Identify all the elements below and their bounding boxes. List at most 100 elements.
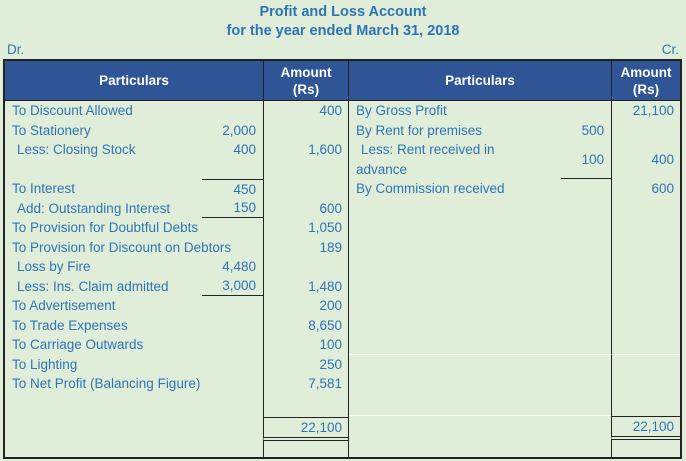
total-amount-value: 22,100 [300, 419, 342, 435]
row-amount: 400 [611, 140, 680, 179]
row-amount: 600 [611, 179, 680, 199]
row-label: To Lighting [12, 356, 78, 372]
particulars-cell: To Net Profit (Balancing Figure) [5, 374, 263, 394]
debit-row: Less: Ins. Claim admitted 3,000 1,480 [5, 276, 348, 296]
row-label: To Carriage Outwards [12, 337, 144, 352]
debit-row: To Interest 450 [5, 179, 348, 199]
row-label: Loss by Fire [17, 259, 91, 274]
particulars-cell: By Commission received [349, 179, 611, 199]
particulars-cell: To Provision for Discount on Debtors [5, 238, 263, 258]
debit-row: To Net Profit (Balancing Figure) 7,581 [5, 374, 348, 394]
row-label: By Gross Profit [356, 103, 447, 118]
row-amount [611, 354, 680, 416]
row-amount: 1,480 [263, 276, 348, 296]
total-amount: 22,100 [611, 415, 680, 440]
particulars-cell: Add: Outstanding Interest 150 [5, 199, 263, 218]
row-amount: 250 [263, 354, 348, 374]
row-amount [263, 393, 348, 417]
particulars-cell [5, 160, 263, 180]
row-amount [263, 179, 348, 199]
row-amount [611, 198, 680, 355]
debit-blank-row [5, 393, 348, 417]
particulars-cell [349, 355, 612, 416]
particulars-cell: To Advertisement [5, 296, 263, 316]
particulars-cell: Loss by Fire 4,480 [5, 257, 263, 277]
particulars-cell: To Lighting [5, 355, 263, 375]
row-label: To Discount Allowed [12, 103, 133, 118]
particulars-cell: Less: Ins. Claim admitted 3,000 [5, 277, 263, 296]
row-sub-amount: 4,480 [222, 259, 256, 275]
debit-row: To Trade Expenses 8,650 [5, 315, 348, 336]
debit-row: To Carriage Outwards 100 [5, 335, 348, 355]
table-body: To Discount Allowed 400 To Stationery 2,000… [5, 101, 680, 457]
dr-cr-row: Dr. Cr. [0, 41, 686, 58]
particulars-cell: Less: Rent received in advance 100 [349, 140, 612, 179]
row-sub-amount: 400 [233, 142, 256, 158]
row-label: To Net Profit (Balancing Figure) [12, 376, 201, 391]
row-amount [263, 159, 348, 179]
debit-row: Less: Closing Stock 400 1,600 [5, 140, 348, 160]
row-label: To Trade Expenses [12, 317, 128, 333]
debit-row [5, 159, 348, 180]
row-label: Less: Ins. Claim admitted [17, 278, 169, 294]
particulars-cell: Less: Closing Stock 400 [5, 140, 263, 160]
row-label: To Stationery [12, 122, 91, 138]
row-label: To Provision for Doubtful Debts [12, 220, 199, 235]
header-amount-credit: Amount (Rs) [611, 61, 680, 100]
row-sub-amount: 3,000 [202, 277, 263, 296]
row-amount [263, 120, 348, 140]
row-label: Less: Closing Stock [17, 142, 136, 157]
row-amount: 200 [263, 296, 348, 316]
row-sub-amount: 450 [202, 179, 263, 199]
cr-label: Cr. [661, 42, 679, 57]
debit-row: To Provision for Doubtful Debts 1,050 [5, 218, 348, 238]
particulars-cell: To Discount Allowed [5, 101, 263, 121]
row-label: By Rent for premises [356, 122, 483, 138]
report-subtitle: for the year ended March 31, 2018 [226, 23, 460, 39]
row-sub-amount: 2,000 [222, 122, 256, 138]
particulars-cell: By Gross Profit [349, 101, 611, 121]
header-particulars-credit: Particulars [348, 61, 611, 100]
particulars-cell: To Trade Expenses [5, 316, 263, 336]
row-amount: 400 [263, 101, 348, 121]
debit-row: To Advertisement 200 [5, 296, 348, 316]
particulars-cell [5, 394, 263, 417]
header-amount-debit: Amount (Rs) [263, 61, 348, 100]
row-amount: 8,650 [263, 315, 348, 335]
particulars-cell [5, 441, 263, 457]
row-label: By Commission received [356, 181, 505, 196]
row-label: To Provision for Discount on Debtors [12, 239, 232, 255]
total-amount: 22,100 [263, 416, 348, 441]
row-amount: 1,600 [263, 140, 348, 160]
row-sub-amount: 500 [581, 122, 605, 138]
particulars-cell: To Stationery 2,000 [5, 121, 263, 141]
credit-blank-row [349, 354, 680, 416]
header-particulars-debit: Particulars [99, 73, 169, 88]
credit-side: By Gross Profit 21,100 By Rent for premise… [348, 101, 680, 457]
particulars-cell: By Rent for premises 500 [349, 121, 611, 141]
table-header: Particulars Amount (Rs) Particulars Amou… [5, 61, 680, 101]
row-amount: 7,581 [263, 374, 348, 394]
row-label: To Advertisement [12, 298, 116, 313]
row-amount: 100 [263, 335, 348, 355]
row-amount [611, 120, 680, 140]
debit-row: To Stationery 2,000 [5, 120, 348, 141]
credit-row: Less: Rent received in advance 100 400 [349, 140, 680, 179]
debit-blank-row [5, 440, 348, 457]
particulars-cell [349, 416, 611, 440]
profit-loss-table: Particulars Amount (Rs) Particulars Amou… [3, 59, 682, 459]
row-amount [263, 257, 348, 277]
row-label: Add: Outstanding Interest [17, 200, 171, 216]
credit-row: By Gross Profit 21,100 [349, 101, 680, 121]
row-label: To Interest [12, 181, 76, 196]
row-amount: 600 [263, 198, 348, 218]
report-title: Profit and Loss Account [259, 4, 427, 20]
row-amount [611, 439, 680, 457]
row-amount [263, 440, 348, 457]
credit-blank-row [349, 439, 680, 457]
particulars-cell: To Provision for Doubtful Debts [5, 218, 263, 238]
debit-row: Loss by Fire 4,480 [5, 257, 348, 277]
credit-blank-row [349, 198, 680, 355]
debit-row: To Discount Allowed 400 [5, 101, 348, 121]
